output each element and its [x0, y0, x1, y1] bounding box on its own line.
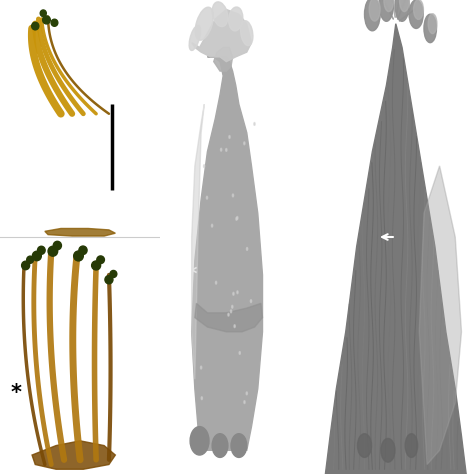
Ellipse shape: [241, 21, 253, 46]
Ellipse shape: [232, 305, 233, 308]
Ellipse shape: [32, 251, 41, 261]
Ellipse shape: [22, 261, 30, 270]
Polygon shape: [32, 441, 115, 469]
Ellipse shape: [237, 291, 238, 294]
Ellipse shape: [246, 392, 247, 395]
Ellipse shape: [232, 194, 234, 197]
Ellipse shape: [211, 224, 213, 227]
Ellipse shape: [190, 427, 209, 455]
Ellipse shape: [220, 148, 222, 151]
Ellipse shape: [244, 401, 245, 403]
Ellipse shape: [195, 7, 213, 40]
Ellipse shape: [206, 196, 208, 199]
Polygon shape: [195, 303, 263, 332]
Ellipse shape: [400, 0, 410, 12]
Ellipse shape: [40, 10, 46, 17]
Text: C: C: [326, 14, 338, 32]
Ellipse shape: [230, 310, 232, 313]
Polygon shape: [191, 104, 204, 379]
Ellipse shape: [246, 247, 248, 250]
Polygon shape: [191, 57, 263, 450]
Ellipse shape: [226, 148, 227, 151]
Polygon shape: [419, 166, 462, 465]
Ellipse shape: [428, 14, 437, 34]
Ellipse shape: [79, 246, 87, 255]
Ellipse shape: [233, 292, 234, 295]
Ellipse shape: [48, 246, 58, 256]
Ellipse shape: [365, 0, 380, 31]
Ellipse shape: [229, 136, 230, 138]
Ellipse shape: [231, 434, 247, 457]
Ellipse shape: [97, 256, 104, 264]
Text: *: *: [186, 265, 198, 285]
Polygon shape: [45, 228, 115, 236]
Ellipse shape: [239, 352, 240, 355]
Ellipse shape: [236, 218, 237, 220]
Ellipse shape: [201, 366, 202, 369]
Ellipse shape: [110, 271, 117, 277]
Polygon shape: [214, 47, 233, 71]
Ellipse shape: [201, 397, 202, 400]
Ellipse shape: [27, 256, 34, 264]
Ellipse shape: [379, 0, 393, 21]
Ellipse shape: [43, 16, 50, 24]
Polygon shape: [191, 9, 252, 62]
Ellipse shape: [105, 275, 113, 284]
Ellipse shape: [254, 122, 255, 125]
Ellipse shape: [212, 434, 228, 457]
Ellipse shape: [244, 142, 245, 145]
Ellipse shape: [381, 438, 395, 462]
Ellipse shape: [395, 0, 409, 21]
Ellipse shape: [424, 14, 437, 43]
Text: *: *: [10, 383, 21, 403]
Ellipse shape: [51, 19, 58, 27]
Ellipse shape: [203, 164, 205, 167]
Ellipse shape: [91, 261, 100, 270]
Ellipse shape: [250, 300, 252, 302]
Ellipse shape: [228, 313, 229, 316]
Ellipse shape: [405, 434, 418, 457]
Ellipse shape: [234, 325, 235, 328]
Text: B: B: [168, 14, 182, 32]
Ellipse shape: [237, 217, 238, 219]
Ellipse shape: [53, 241, 62, 250]
Ellipse shape: [212, 2, 228, 27]
Ellipse shape: [189, 26, 201, 50]
Ellipse shape: [369, 0, 380, 21]
Ellipse shape: [409, 0, 423, 28]
Ellipse shape: [32, 22, 39, 30]
Ellipse shape: [215, 281, 217, 284]
Ellipse shape: [73, 251, 83, 261]
Ellipse shape: [413, 0, 423, 19]
Ellipse shape: [228, 7, 243, 31]
Polygon shape: [326, 24, 466, 474]
Ellipse shape: [357, 434, 372, 457]
Ellipse shape: [37, 246, 45, 254]
Ellipse shape: [384, 0, 394, 12]
